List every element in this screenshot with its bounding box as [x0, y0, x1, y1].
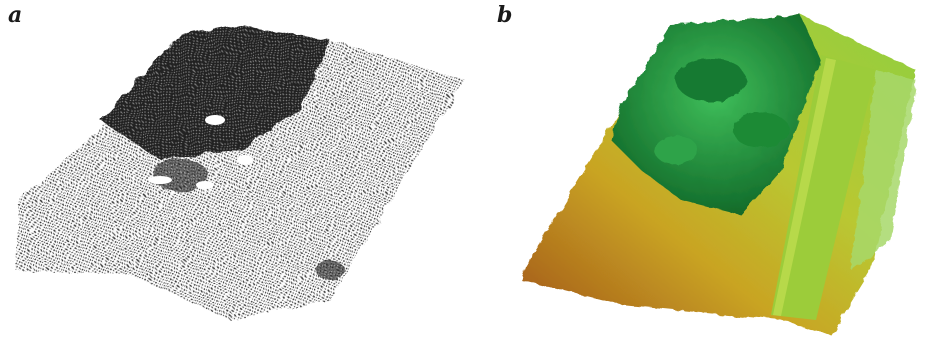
panel-label-b: b: [497, 2, 513, 28]
vegetation-points: [100, 25, 344, 280]
field-right: [851, 70, 916, 270]
gaps: [148, 115, 253, 189]
road: [771, 55, 876, 320]
panel-label-a: a: [8, 2, 23, 28]
terrain-model-image: [521, 15, 916, 335]
point-cloud-image: [15, 25, 465, 320]
tree-canopy: [611, 15, 821, 215]
